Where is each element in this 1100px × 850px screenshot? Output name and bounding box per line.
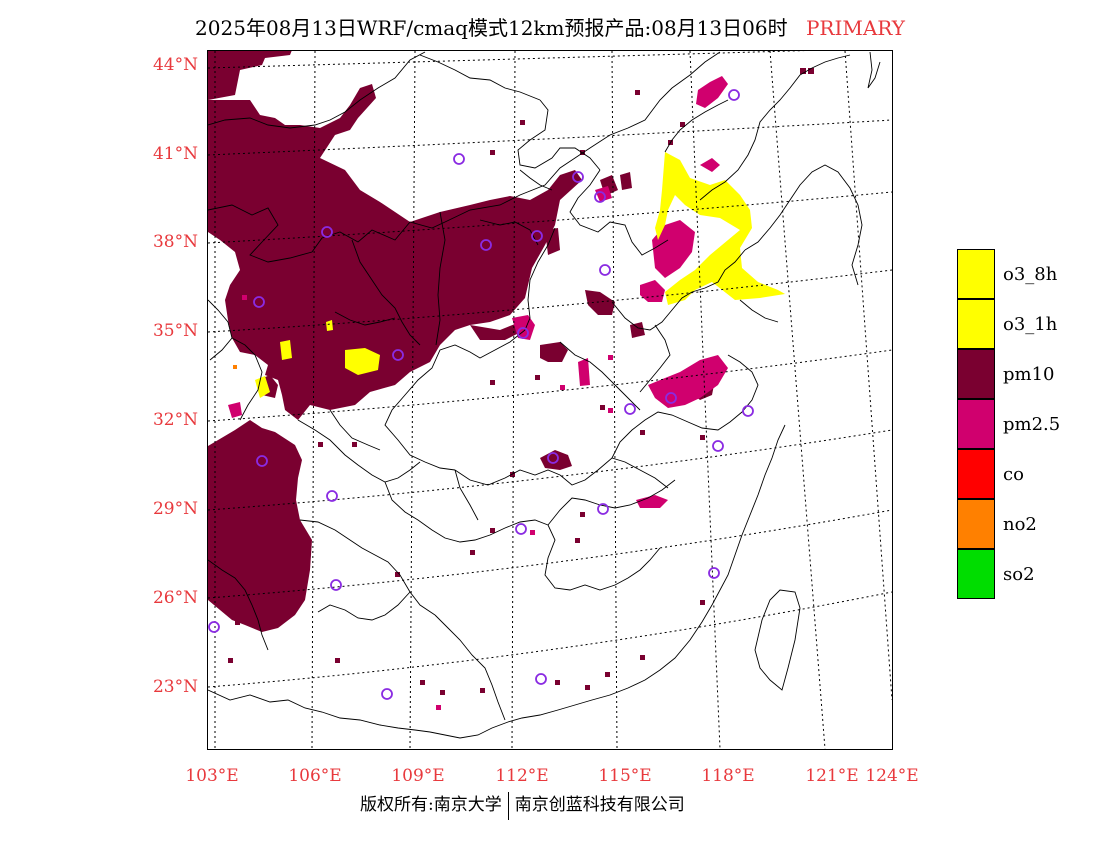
lat-label-26: 26°N — [152, 588, 198, 608]
legend-swatch-pm25 — [957, 399, 995, 449]
lon-label-118: 118°E — [701, 766, 755, 786]
map-canvas — [208, 51, 892, 749]
legend-swatch-pm10 — [957, 349, 995, 399]
legend-swatch-co — [957, 449, 995, 499]
title-tag: PRIMARY — [805, 16, 905, 40]
legend-swatch-no2 — [957, 499, 995, 549]
map-frame — [207, 50, 893, 750]
stations — [208, 89, 754, 700]
lon-label-124: 124°E — [865, 766, 919, 786]
no2-scatter — [233, 365, 237, 369]
lat-label-35: 35°N — [152, 321, 198, 341]
lon-label-106: 106°E — [288, 766, 342, 786]
o3-regions — [255, 152, 785, 398]
legend-label-o3-1h: o3_1h — [1003, 314, 1058, 335]
boundaries — [208, 51, 881, 739]
title-text: 2025年08月13日WRF/cmaq模式12km预报产品:08月13日06时 — [195, 16, 788, 40]
legend-swatch-so2 — [957, 549, 995, 599]
copyright-right: 南京创蓝科技有限公司 — [514, 795, 685, 815]
pm25-scatter — [242, 295, 613, 710]
lon-label-115: 115°E — [598, 766, 652, 786]
lon-label-109: 109°E — [391, 766, 445, 786]
lat-label-38: 38°N — [152, 232, 198, 252]
lon-label-103: 103°E — [185, 766, 239, 786]
legend-swatch-o3-8h — [957, 249, 995, 299]
legend-swatch-o3-1h — [957, 299, 995, 349]
copyright-divider — [507, 791, 509, 820]
legend-label-pm25: pm2.5 — [1003, 414, 1061, 435]
lon-label-112: 112°E — [495, 766, 549, 786]
lat-label-29: 29°N — [152, 499, 198, 519]
lat-label-32: 32°N — [152, 410, 198, 430]
lat-label-23: 23°N — [152, 677, 198, 697]
chart-title: 2025年08月13日WRF/cmaq模式12km预报产品:08月13日06时 … — [0, 12, 1100, 41]
copyright: 版权所有:南京大学 南京创蓝科技有限公司 — [360, 790, 685, 820]
legend-label-o3-8h: o3_8h — [1003, 264, 1058, 285]
graticule — [208, 51, 892, 749]
lat-label-41: 41°N — [152, 144, 198, 164]
legend-label-co: co — [1003, 464, 1024, 485]
copyright-left: 版权所有:南京大学 — [360, 795, 502, 815]
legend-label-so2: so2 — [1003, 564, 1035, 585]
legend-label-pm10: pm10 — [1003, 364, 1055, 385]
lat-label-44: 44°N — [152, 55, 198, 75]
lon-label-121: 121°E — [805, 766, 859, 786]
legend-label-no2: no2 — [1003, 514, 1037, 535]
